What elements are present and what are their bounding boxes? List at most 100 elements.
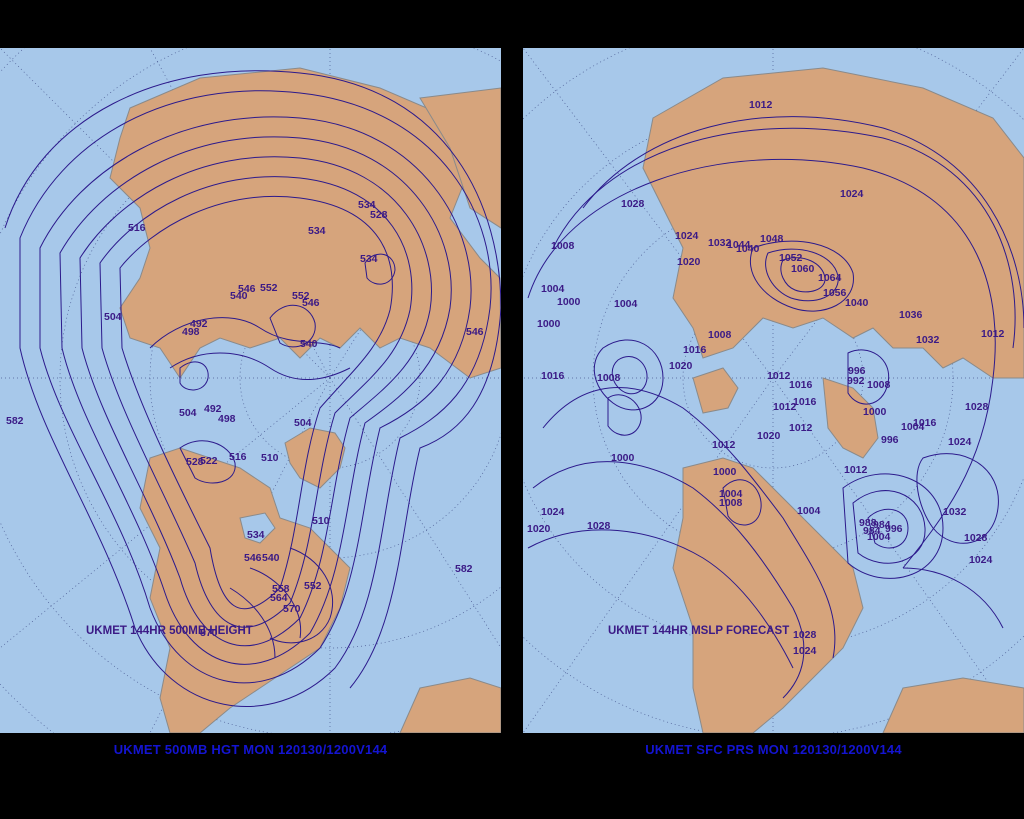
contour-label: 1020 xyxy=(757,430,781,442)
right-map-mslp: 1012 1024 1028 1024 1032 1040 1044 1048 … xyxy=(523,48,1024,733)
contour-label: 498 xyxy=(182,326,200,338)
contour-label: 1004 xyxy=(797,505,821,517)
contour-label: 498 xyxy=(218,413,236,425)
contour-label: 546 xyxy=(244,552,262,564)
contour-label: 492 xyxy=(204,403,222,415)
contour-label: 528 xyxy=(186,456,204,468)
contour-label: 1028 xyxy=(587,520,611,532)
contour-label: 540 xyxy=(262,552,280,564)
left-map-label: UKMET 144HR 500MB HEIGHT xyxy=(86,625,253,637)
contour-label: 552 xyxy=(260,282,278,294)
contour-label: 570 xyxy=(200,627,218,639)
land-greenland xyxy=(284,427,346,489)
contour-label: 504 xyxy=(104,311,122,323)
contour-label: 1000 xyxy=(611,452,635,464)
contour-labels: 1012 1024 1028 1024 1032 1040 1044 1048 … xyxy=(527,99,1005,657)
landmasses xyxy=(109,67,501,733)
contour-label: 516 xyxy=(229,451,247,463)
contour-label: 1012 xyxy=(844,464,868,476)
contour-label: 1004 xyxy=(541,283,565,295)
contour-label: 996 xyxy=(885,523,903,535)
land-europe-peninsula xyxy=(822,377,879,459)
contour-label: 1024 xyxy=(948,436,972,448)
landmasses xyxy=(642,67,1024,733)
contour-label: 504 xyxy=(179,407,197,419)
graticule xyxy=(523,48,1024,733)
contour-label: 516 xyxy=(128,222,146,234)
contour-label: 546 xyxy=(302,297,320,309)
land-southeast xyxy=(882,677,1024,733)
contour-label: 1024 xyxy=(675,230,699,242)
land-north-america xyxy=(139,447,351,733)
contour-label: 534 xyxy=(360,253,378,265)
contour-label: 1024 xyxy=(840,188,864,200)
contour-label: 984 xyxy=(863,525,881,537)
contour-label: 1012 xyxy=(981,328,1005,340)
land-hudson-bay-hole xyxy=(239,512,276,544)
left-map-500mb: 516 534 528 534 534 546 552 546 552 540 … xyxy=(0,48,501,733)
left-caption: UKMET 500MB HGT MON 120130/1200V144 xyxy=(113,742,388,757)
contour-label: 504 xyxy=(294,417,312,429)
contour-label: 1032 xyxy=(943,506,967,518)
left-panel-500mb-height: 516 534 528 534 534 546 552 546 552 540 … xyxy=(0,0,501,819)
land-north-america xyxy=(672,457,864,733)
contour-label: 1016 xyxy=(541,370,565,382)
contour-label: 1028 xyxy=(621,198,645,210)
contour-label: 1016 xyxy=(683,344,707,356)
contour-label: 1012 xyxy=(712,439,736,451)
contour-label: 996 xyxy=(881,434,899,446)
contour-label: 988 xyxy=(859,517,877,529)
contour-label: 1008 xyxy=(719,497,743,509)
contour-label: 1028 xyxy=(964,532,988,544)
contour-label: 1032 xyxy=(916,334,940,346)
land-greenland xyxy=(692,367,739,414)
right-panel-mslp: 1012 1024 1028 1024 1032 1040 1044 1048 … xyxy=(523,0,1024,819)
contour-label: 564 xyxy=(270,592,288,604)
height-contours xyxy=(4,70,501,707)
contour-label: 1008 xyxy=(867,379,891,391)
contour-label: 1012 xyxy=(749,99,773,111)
contour-label: 1016 xyxy=(793,396,817,408)
contour-label: 1032 xyxy=(708,237,732,249)
contour-label: 1044 xyxy=(727,239,751,251)
contour-label: 984 xyxy=(873,519,891,531)
contour-label: 1008 xyxy=(551,240,575,252)
contour-label: 510 xyxy=(261,452,279,464)
contour-label: 522 xyxy=(200,455,218,467)
contour-label: 546 xyxy=(466,326,484,338)
contour-label: 510 xyxy=(312,515,330,527)
contour-label: 1008 xyxy=(708,329,732,341)
contour-label: 1028 xyxy=(965,401,989,413)
contour-label: 1000 xyxy=(537,318,561,330)
contour-label: 1024 xyxy=(969,554,993,566)
contour-label: 1000 xyxy=(557,296,581,308)
land-asia-east xyxy=(419,87,501,229)
contour-label: 1012 xyxy=(789,422,813,434)
contour-label: 1024 xyxy=(793,645,817,657)
contour-label: 1040 xyxy=(845,297,869,309)
contour-label: 546 xyxy=(238,283,256,295)
contour-label: 1020 xyxy=(527,523,551,535)
contour-label: 534 xyxy=(358,199,376,211)
graticule xyxy=(0,48,501,733)
contour-labels: 516 534 528 534 534 546 552 546 552 540 … xyxy=(6,199,484,639)
contour-label: 1016 xyxy=(789,379,813,391)
pressure-contours xyxy=(527,116,1024,699)
contour-label: 1016 xyxy=(913,417,937,429)
contour-label: 1020 xyxy=(669,360,693,372)
contour-label: 1008 xyxy=(597,372,621,384)
contour-label: 1040 xyxy=(736,243,760,255)
contour-label: 570 xyxy=(283,603,301,615)
contour-label: 558 xyxy=(272,583,290,595)
contour-label: 1004 xyxy=(719,488,743,500)
contour-label: 1000 xyxy=(713,466,737,478)
contour-label: 1004 xyxy=(867,531,891,543)
land-eurasia xyxy=(642,67,1024,379)
contour-label: 1012 xyxy=(767,370,791,382)
contour-label: 1048 xyxy=(760,233,784,245)
contour-label: 582 xyxy=(455,563,473,575)
right-map-label: UKMET 144HR MSLP FORECAST xyxy=(608,625,790,637)
contour-label: 528 xyxy=(370,209,388,221)
contour-label: 582 xyxy=(6,415,24,427)
contour-label: 1004 xyxy=(614,298,638,310)
